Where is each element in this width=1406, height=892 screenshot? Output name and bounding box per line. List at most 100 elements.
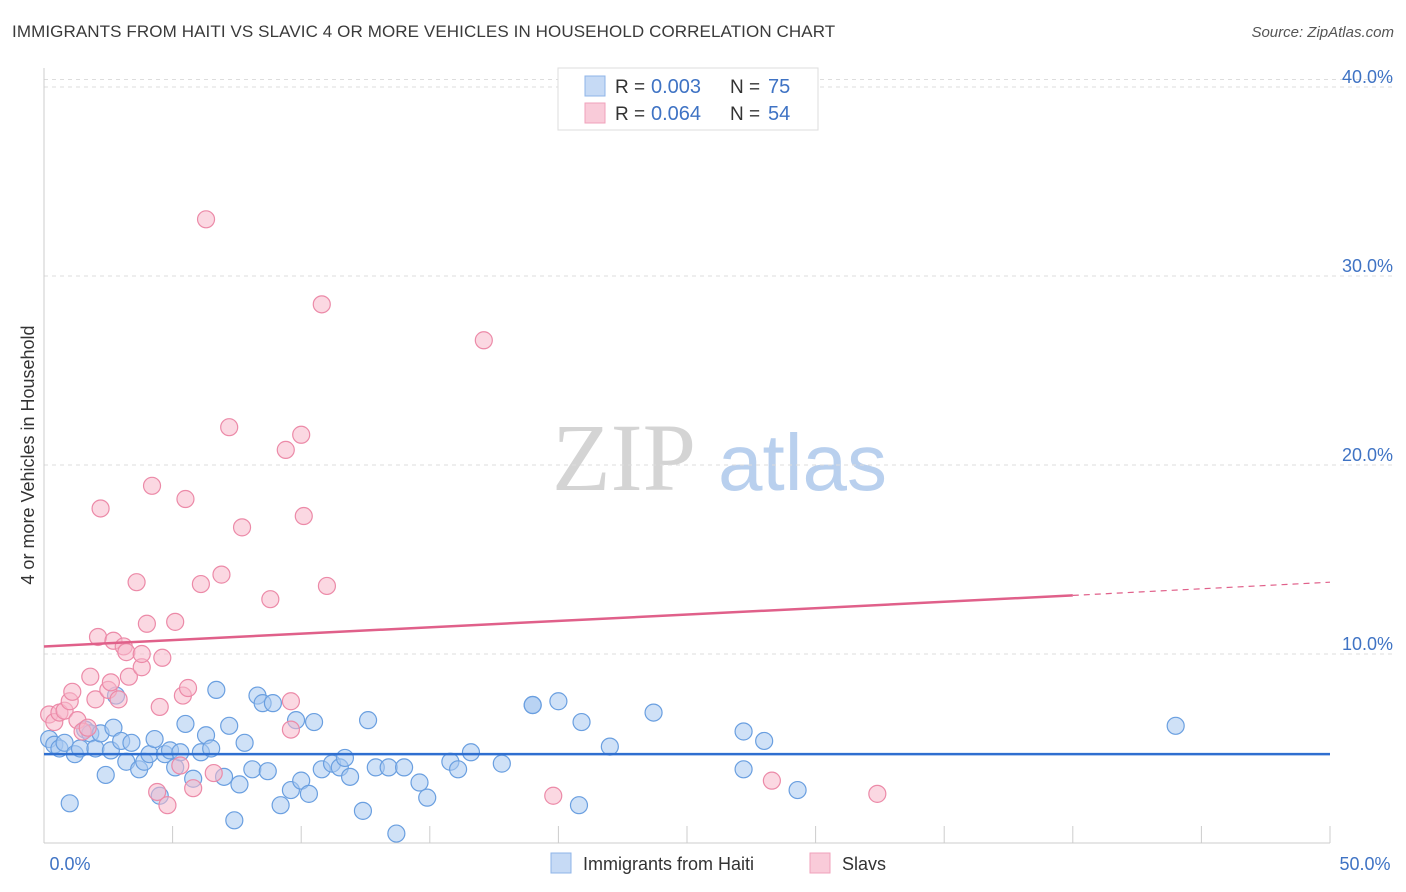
- point-haiti-61: [418, 788, 437, 807]
- point-slavs-40: [232, 518, 252, 537]
- point-haiti-69: [569, 796, 589, 815]
- point-haiti-37: [235, 733, 254, 752]
- point-slavs-25: [148, 782, 167, 802]
- point-haiti-48: [304, 712, 324, 732]
- point-slavs-38: [212, 565, 231, 584]
- point-haiti-53: [340, 767, 360, 786]
- trend-lines: [43, 581, 1331, 756]
- legend-swatch-slavs: [584, 102, 606, 124]
- legend-swatch-haiti: [584, 75, 606, 97]
- point-slavs-39: [220, 418, 239, 437]
- bottom-legend: Immigrants from Haiti Slavs: [550, 852, 886, 874]
- point-haiti-32: [207, 680, 226, 700]
- point-haiti-35: [225, 811, 244, 830]
- point-slavs-49: [474, 331, 493, 350]
- legend-n-value-slavs: 54: [768, 103, 790, 125]
- point-haiti-4: [60, 794, 79, 813]
- point-slavs-24: [142, 476, 162, 495]
- point-slavs-37: [204, 763, 223, 783]
- bottom-legend-swatch-haiti: [550, 852, 572, 874]
- y-tick-label-2: 30.0%: [1342, 256, 1393, 276]
- point-haiti-65: [492, 754, 511, 773]
- point-haiti-21: [145, 729, 164, 749]
- point-slavs-18: [117, 643, 136, 662]
- point-slavs-20: [127, 573, 146, 592]
- point-slavs-9: [81, 667, 100, 686]
- point-haiti-55: [358, 711, 378, 730]
- point-haiti-58: [387, 824, 406, 843]
- point-haiti-64: [461, 743, 481, 762]
- point-haiti-52: [335, 748, 355, 768]
- point-haiti-74: [734, 760, 753, 779]
- point-slavs-36: [196, 210, 216, 229]
- y-axis-label: 4 or more Vehicles in Household: [18, 325, 38, 584]
- point-haiti-67: [523, 695, 542, 715]
- point-slavs-12: [91, 499, 110, 518]
- point-slavs-35: [191, 574, 210, 594]
- point-slavs-16: [109, 690, 128, 709]
- point-haiti-11: [96, 765, 115, 785]
- point-slavs-41: [261, 590, 280, 609]
- point-haiti-75: [755, 731, 774, 751]
- chart-title: IMMIGRANTS FROM HAITI VS SLAVIC 4 OR MOR…: [12, 22, 836, 41]
- legend-r-label-haiti: R =: [615, 77, 645, 98]
- point-haiti-34: [220, 716, 239, 735]
- point-haiti-54: [353, 801, 373, 820]
- point-haiti-27: [176, 714, 195, 734]
- point-slavs-48: [317, 576, 337, 596]
- point-slavs-52: [868, 784, 887, 803]
- bottom-legend-label-slavs: Slavs: [842, 854, 886, 874]
- point-slavs-19: [119, 667, 138, 686]
- point-slavs-43: [281, 692, 301, 711]
- point-haiti-68: [549, 692, 568, 711]
- legend: R = 0.003 N = 75 R = 0.064 N = 54: [557, 67, 819, 131]
- legend-r-value-haiti: 0.003: [651, 76, 701, 98]
- point-slavs-10: [86, 690, 105, 709]
- point-slavs-14: [101, 673, 120, 692]
- point-haiti-60: [410, 773, 429, 792]
- point-slavs-26: [150, 697, 169, 717]
- bottom-legend-label-haiti: Immigrants from Haiti: [583, 854, 754, 874]
- x-tick-label-min: 0.0%: [49, 854, 90, 874]
- point-haiti-47: [299, 784, 319, 803]
- point-slavs-5: [63, 682, 82, 701]
- point-haiti-57: [379, 758, 398, 777]
- point-slavs-50: [544, 786, 563, 805]
- y-tick-label-0: 10.0%: [1342, 634, 1393, 654]
- point-haiti-71: [600, 737, 619, 756]
- point-haiti-31: [202, 739, 221, 758]
- point-slavs-45: [292, 425, 311, 444]
- point-slavs-32: [176, 489, 195, 509]
- y-tick-label-3: 40.0%: [1342, 67, 1393, 87]
- point-slavs-46: [294, 506, 313, 526]
- point-haiti-72: [644, 703, 663, 722]
- point-haiti-76: [788, 780, 807, 800]
- x-tick-label-max: 50.0%: [1339, 854, 1390, 874]
- x-ticks: [172, 826, 1331, 843]
- source-credit: Source: ZipAtlas.com: [1251, 24, 1394, 41]
- point-slavs-47: [312, 295, 331, 314]
- y-tick-label-1: 20.0%: [1342, 445, 1393, 465]
- legend-n-value-haiti: 75: [768, 76, 790, 98]
- bottom-legend-swatch-slavs: [809, 852, 831, 874]
- trend-line-slavs-extension: [1072, 581, 1331, 597]
- point-slavs-23: [137, 614, 156, 633]
- point-haiti-42: [263, 694, 283, 713]
- gridlines: [44, 78, 1392, 655]
- point-haiti-63: [448, 760, 468, 779]
- series-haiti-points: [40, 680, 1185, 843]
- series-slavs-points: [40, 210, 887, 815]
- point-slavs-33: [178, 678, 198, 698]
- legend-n-label-slavs: N =: [730, 104, 760, 125]
- point-slavs-44: [281, 720, 301, 739]
- point-slavs-27: [153, 648, 172, 667]
- legend-n-label-haiti: N =: [730, 77, 760, 98]
- point-slavs-22: [132, 644, 151, 664]
- watermark-zip: ZIP: [552, 404, 696, 511]
- y-tick-labels: 10.0% 20.0% 30.0% 40.0%: [1342, 67, 1393, 654]
- point-haiti-43: [271, 796, 290, 815]
- watermark-atlas: atlas: [718, 418, 887, 507]
- point-slavs-42: [276, 440, 295, 459]
- point-haiti-38: [243, 760, 262, 779]
